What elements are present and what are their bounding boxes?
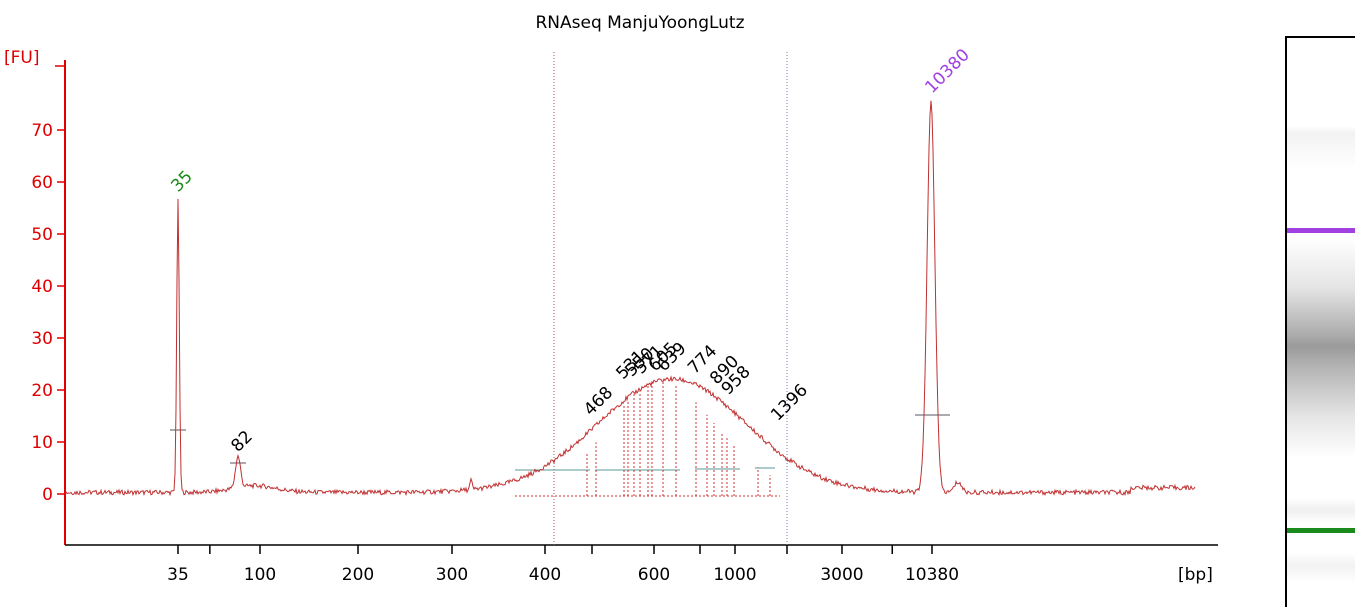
peak-label: 82 [227, 427, 256, 456]
x-tick-label: 200 [342, 565, 374, 585]
lower-marker-band [1287, 528, 1355, 533]
upper-marker-band [1287, 228, 1355, 233]
y-tick-label: 20 [31, 381, 53, 401]
x-axis-label: [bp] [1178, 565, 1213, 585]
y-axis-label: [FU] [4, 48, 40, 68]
x-tick-label: 3000 [820, 565, 863, 585]
x-tick-label: 600 [638, 565, 670, 585]
y-tick-label: 30 [31, 329, 53, 349]
gel-lane [1285, 36, 1355, 607]
y-tick-label: 70 [31, 121, 53, 141]
peak-label: 10380 [921, 45, 973, 97]
x-tick-label: 300 [436, 565, 468, 585]
x-tick-label: 35 [167, 565, 189, 585]
chart-title: RNAseq ManjuYoongLutz [535, 13, 744, 33]
x-tick-label: 10380 [905, 565, 959, 585]
peak-label: 468 [580, 383, 617, 420]
axes: 0 10 20 30 40 50 60 70 35 100 200 300 400 600 1000 3000… [31, 60, 1218, 585]
peak-label: 1396 [767, 380, 812, 425]
x-tick-label: 1000 [713, 565, 756, 585]
y-tick-label: 50 [31, 225, 53, 245]
x-tick-label: 400 [529, 565, 561, 585]
fluorescence-trace [64, 100, 1196, 497]
y-tick-label: 10 [31, 433, 53, 453]
y-tick-label: 40 [31, 277, 53, 297]
region-guides [553, 52, 788, 545]
peak-markers [170, 380, 950, 497]
y-tick-label: 0 [42, 485, 53, 505]
peak-label: 35 [167, 167, 196, 196]
x-tick-label: 100 [244, 565, 276, 585]
y-tick-label: 60 [31, 173, 53, 193]
electropherogram-chart: RNAseq ManjuYoongLutz [FU] [bp] 0 10 20 30 4… [4, 13, 1218, 585]
